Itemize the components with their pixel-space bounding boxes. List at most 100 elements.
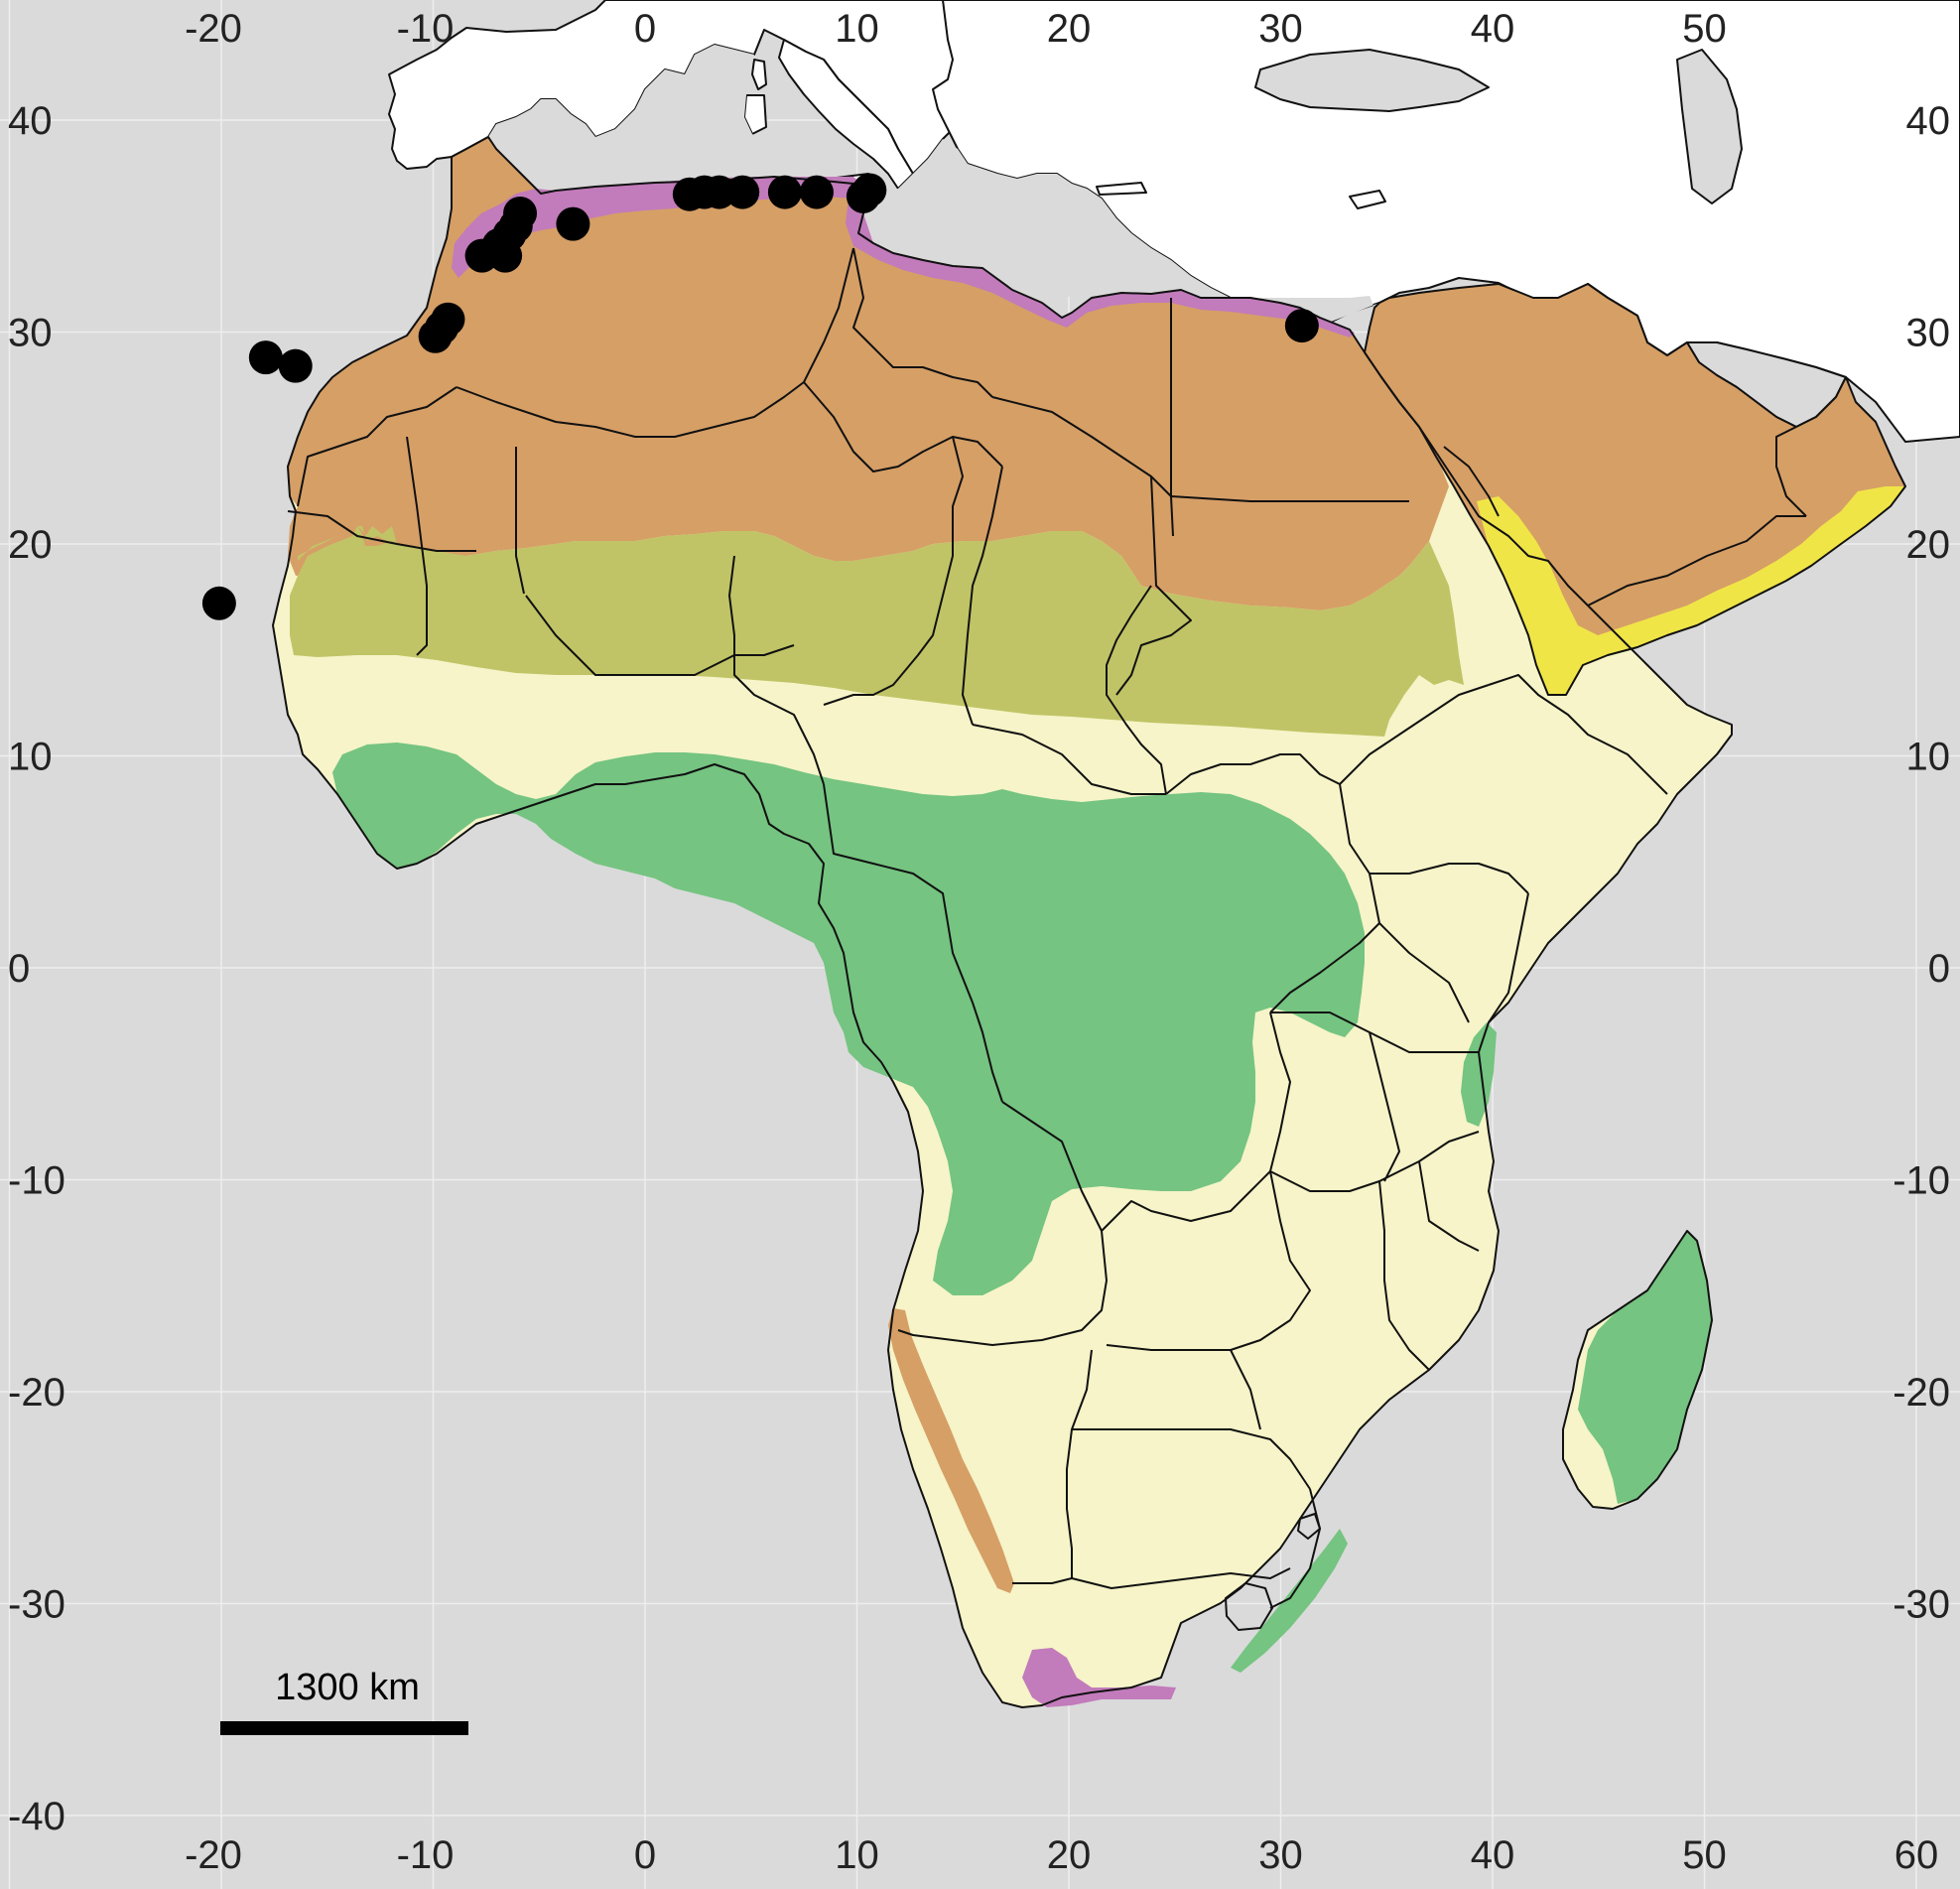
left-tick-label: -40 (8, 1795, 65, 1838)
desert-zone-namib (888, 1308, 1014, 1593)
right-tick-label: -30 (1893, 1583, 1950, 1627)
border (1378, 1180, 1430, 1371)
left-axis: 40 30 20 10 0 -10 -20 -30 -40 (8, 99, 65, 1838)
scale-bar-label: 1300 km (275, 1667, 420, 1708)
border (1269, 783, 1380, 1013)
occurrence-marker (431, 302, 465, 337)
border (297, 386, 457, 507)
top-tick-label: 50 (1682, 7, 1727, 51)
scale-bar: 1300 km (220, 1667, 468, 1735)
bottom-tick-label: 20 (1047, 1833, 1092, 1877)
occurrence-marker (1284, 309, 1319, 343)
occurrence-marker (278, 348, 313, 383)
left-tick-label: -20 (8, 1371, 65, 1415)
mediterranean-zone-cape (1022, 1648, 1176, 1707)
border (1488, 674, 1668, 795)
top-tick-label: -10 (397, 7, 455, 51)
right-tick-label: 20 (1906, 523, 1951, 567)
crete (1096, 182, 1147, 196)
bottom-tick-label: 30 (1258, 1833, 1303, 1877)
top-tick-label: -20 (185, 7, 242, 51)
border (456, 381, 805, 438)
border (1170, 298, 1174, 537)
border (287, 510, 476, 552)
forest-zone-madagascar (1578, 1231, 1712, 1504)
occurrence-marker (767, 175, 802, 209)
occurrence-marker (248, 340, 283, 375)
border (1106, 585, 1167, 795)
occurrence-marker (503, 196, 538, 230)
right-axis: 40 30 20 10 0 -10 -20 -30 (1893, 99, 1950, 1627)
bottom-tick-label: 50 (1682, 1833, 1727, 1877)
desert-zone-sahara (288, 137, 1449, 610)
left-tick-label: 0 (8, 947, 30, 991)
border (1339, 684, 1490, 785)
right-tick-label: 30 (1906, 312, 1951, 355)
scale-bar-line (220, 1721, 468, 1735)
left-tick-label: 30 (8, 312, 53, 355)
left-tick-label: 40 (8, 99, 53, 143)
right-tick-label: -10 (1893, 1159, 1950, 1203)
border (1269, 1012, 1291, 1172)
sahel-zone (290, 526, 1464, 737)
top-tick-label: 10 (835, 7, 879, 51)
border (803, 247, 854, 383)
bottom-tick-label: -20 (185, 1833, 242, 1877)
left-tick-label: -10 (8, 1159, 65, 1203)
top-axis: -20 -10 0 10 20 30 40 50 (185, 7, 1727, 51)
forest-zone-southeast-coast (1231, 1529, 1348, 1673)
left-tick-label: 20 (8, 523, 53, 567)
top-tick-label: 40 (1471, 7, 1515, 51)
madagascar-coastline (1562, 1230, 1713, 1510)
border (962, 466, 1003, 726)
border (1270, 1012, 1479, 1053)
right-tick-label: -20 (1893, 1371, 1950, 1415)
border (1170, 495, 1409, 502)
mediterranean-zone-tunisia-libya (846, 184, 1355, 337)
border (1418, 1160, 1480, 1252)
border (1378, 922, 1470, 1023)
top-tick-label: 0 (634, 7, 656, 51)
right-tick-label: 0 (1928, 947, 1950, 991)
border (1071, 1567, 1291, 1589)
border (1165, 753, 1341, 795)
occurrence-markers (201, 173, 1319, 620)
border (406, 436, 428, 656)
border (852, 247, 993, 398)
africa-coastline (272, 136, 1733, 1708)
vegetation-zones (273, 137, 1905, 1707)
border (823, 783, 1003, 1103)
occurrence-marker (725, 175, 760, 209)
land-outside-africa (388, 0, 1960, 443)
border (1072, 1428, 1311, 1490)
border (803, 381, 1003, 472)
occurrence-marker (852, 173, 887, 207)
border (1488, 892, 1529, 1023)
border (1443, 446, 1500, 517)
border (1587, 515, 1806, 607)
eswatini-border (1297, 1513, 1321, 1540)
border (1230, 1349, 1261, 1430)
forest-zone-west-africa (332, 742, 1365, 1295)
border (1066, 1349, 1093, 1578)
bottom-tick-label: -10 (397, 1833, 455, 1877)
occurrence-marker (799, 175, 834, 209)
occurrence-marker (556, 206, 590, 241)
border (897, 1230, 1108, 1346)
border (728, 555, 825, 785)
border (823, 436, 964, 706)
bottom-tick-label: 10 (835, 1833, 879, 1877)
border (1369, 1031, 1400, 1182)
caspian-sea (1676, 49, 1743, 204)
border (991, 396, 1172, 497)
top-tick-label: 30 (1258, 7, 1303, 51)
yellow-zone-south-arabia (1477, 486, 1905, 695)
border (1106, 1170, 1311, 1351)
bottom-axis: -20 -10 0 10 20 30 40 50 60 (185, 1833, 1938, 1877)
lesotho-border (1225, 1582, 1273, 1631)
mediterranean-zone-maghreb (452, 177, 873, 278)
border (972, 724, 1166, 795)
border (1269, 1488, 1321, 1609)
border (1012, 1577, 1073, 1584)
